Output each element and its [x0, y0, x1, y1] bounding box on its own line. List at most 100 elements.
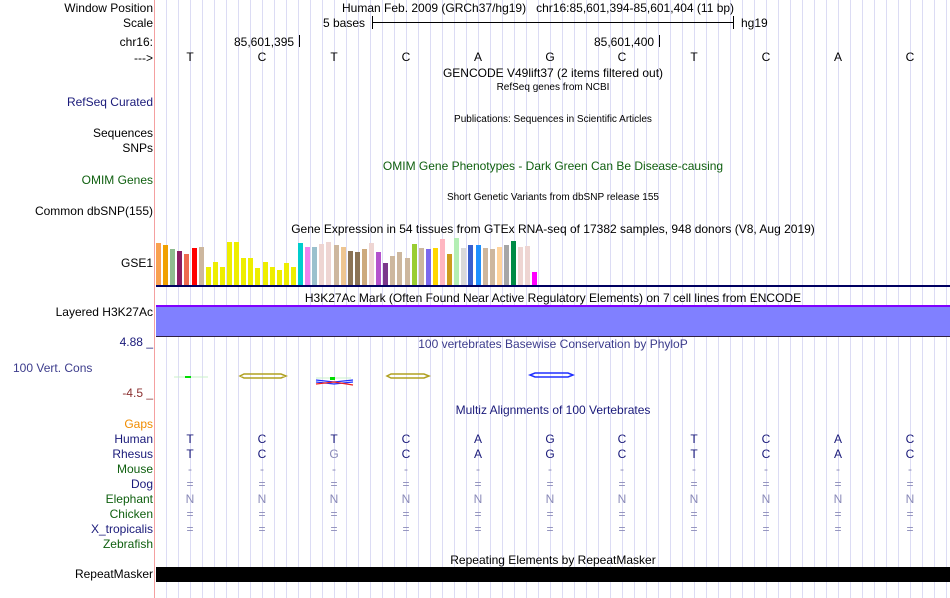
gtex-tissue-bar[interactable]: [305, 247, 311, 286]
track-label-repeatmasker[interactable]: RepeatMasker: [74, 567, 153, 581]
grid-line: [262, 0, 263, 598]
gtex-tissue-bar[interactable]: [482, 248, 488, 286]
alignment-base: T: [690, 447, 698, 461]
grid-line: [322, 0, 323, 598]
gtex-tissue-bar[interactable]: [411, 243, 417, 286]
grid-line: [910, 0, 911, 598]
gtex-tissue-bar[interactable]: [503, 244, 509, 286]
gtex-tissue-bar[interactable]: [241, 258, 247, 286]
gtex-tissue-bar[interactable]: [191, 248, 197, 286]
track-label-refseq-curated[interactable]: RefSeq Curated: [66, 95, 153, 109]
gtex-tissue-bar[interactable]: [532, 271, 538, 286]
track-label-gse1[interactable]: GSE1: [120, 256, 153, 270]
gtex-tissue-bar[interactable]: [319, 243, 325, 286]
scale-bar-right-tick: [733, 16, 734, 29]
gtex-tissue-bar[interactable]: [340, 247, 346, 286]
gtex-tissue-bar[interactable]: [298, 242, 303, 286]
gtex-tissue-bar[interactable]: [397, 251, 403, 286]
gtex-tissue-bar[interactable]: [440, 238, 445, 286]
gtex-tissue-bar[interactable]: [198, 247, 204, 286]
alignment-base: C: [257, 447, 267, 461]
gtex-tissue-bar[interactable]: [518, 246, 524, 286]
species-label-rhesus[interactable]: Rhesus: [112, 447, 153, 461]
gtex-tissue-bar[interactable]: [461, 248, 467, 286]
gtex-tissue-bar[interactable]: [511, 240, 516, 286]
gtex-tissue-bar[interactable]: [361, 249, 367, 286]
grid-line: [826, 0, 827, 598]
species-label-human[interactable]: Human: [114, 432, 153, 446]
gtex-tissue-bar[interactable]: [312, 247, 318, 286]
gtex-tissue-bar[interactable]: [525, 245, 531, 286]
gtex-tissue-bar[interactable]: [290, 267, 296, 286]
gtex-tissue-bar[interactable]: [170, 249, 176, 286]
gtex-tissue-bar[interactable]: [262, 261, 268, 286]
track-label-layered-h3k27ac[interactable]: Layered H3K27Ac: [55, 305, 153, 319]
gtex-tissue-bar[interactable]: [376, 251, 382, 286]
gtex-tissue-bar[interactable]: [383, 263, 389, 286]
sequence-base: C: [617, 50, 627, 64]
gtex-tissue-bar[interactable]: [184, 254, 190, 286]
label-chrom: chr16:: [119, 35, 153, 49]
alignment-base: =: [402, 522, 410, 536]
track-title-omim: OMIM Gene Phenotypes - Dark Green Can Be…: [382, 159, 724, 173]
species-label-elephant[interactable]: Elephant: [105, 492, 153, 506]
gtex-bar-plot[interactable]: [156, 236, 541, 286]
gtex-tissue-bar[interactable]: [347, 250, 353, 286]
gtex-tissue-bar[interactable]: [156, 242, 161, 286]
gtex-tissue-bar[interactable]: [283, 263, 289, 286]
coord-tick-1: [299, 35, 300, 47]
label-strand[interactable]: --->: [134, 51, 153, 65]
track-label-omim-genes[interactable]: OMIM Genes: [81, 173, 153, 187]
gtex-tissue-bar[interactable]: [489, 249, 495, 286]
gtex-tissue-bar[interactable]: [269, 267, 275, 286]
gtex-tissue-bar[interactable]: [333, 244, 339, 286]
gtex-tissue-bar[interactable]: [468, 244, 474, 286]
gtex-tissue-bar[interactable]: [432, 248, 438, 286]
grid-line: [454, 0, 455, 598]
track-title-multiz: Multiz Alignments of 100 Vertebrates: [455, 403, 651, 417]
gtex-tissue-bar[interactable]: [447, 254, 453, 286]
gtex-tissue-bar[interactable]: [475, 244, 481, 286]
grid-line: [430, 0, 431, 598]
gtex-tissue-bar[interactable]: [454, 237, 460, 286]
gtex-tissue-bar[interactable]: [234, 241, 240, 286]
gtex-tissue-bar[interactable]: [354, 251, 360, 286]
gtex-tissue-bar[interactable]: [219, 267, 225, 286]
alignment-base: C: [401, 432, 411, 446]
gtex-tissue-bar[interactable]: [276, 270, 282, 286]
gtex-tissue-bar[interactable]: [418, 248, 424, 286]
track-label-common-dbsnp[interactable]: Common dbSNP(155): [34, 204, 153, 218]
gtex-tissue-bar[interactable]: [425, 249, 431, 286]
gtex-tissue-bar[interactable]: [326, 241, 332, 286]
species-label-chicken[interactable]: Chicken: [109, 507, 153, 521]
gtex-tissue-bar[interactable]: [369, 242, 374, 286]
track-label-snps[interactable]: SNPs: [122, 141, 153, 155]
gtex-tissue-bar[interactable]: [404, 258, 410, 286]
track-label-sequences[interactable]: Sequences: [92, 126, 153, 140]
coord-label-2: 85,601,400: [594, 35, 655, 49]
alignment-base: =: [186, 477, 194, 491]
track-label-100-vert-cons[interactable]: 100 Vert. Cons: [13, 361, 93, 375]
species-label-mouse[interactable]: Mouse: [116, 462, 153, 476]
gtex-tissue-bar[interactable]: [390, 255, 396, 286]
gtex-tissue-bar[interactable]: [496, 247, 502, 286]
alignment-base: N: [473, 492, 483, 506]
alignment-base: C: [617, 432, 627, 446]
alignment-base: N: [617, 492, 627, 506]
species-label-dog[interactable]: Dog: [130, 477, 153, 491]
species-label-x_tropicalis[interactable]: X_tropicalis: [90, 522, 153, 536]
repeatmasker-element[interactable]: [156, 567, 950, 582]
gtex-tissue-bar[interactable]: [163, 244, 169, 286]
phylop-signal: [174, 372, 576, 386]
gtex-tissue-bar[interactable]: [212, 261, 218, 286]
species-label-zebrafish[interactable]: Zebrafish: [102, 537, 153, 551]
gtex-tissue-bar[interactable]: [248, 258, 254, 286]
alignment-base: C: [401, 447, 411, 461]
gtex-tissue-bar[interactable]: [177, 250, 183, 286]
gtex-tissue-bar[interactable]: [255, 268, 261, 286]
gtex-tissue-bar[interactable]: [227, 241, 232, 286]
grid-line: [406, 0, 407, 598]
h3k27ac-signal[interactable]: [156, 305, 950, 337]
gtex-tissue-bar[interactable]: [205, 267, 211, 286]
